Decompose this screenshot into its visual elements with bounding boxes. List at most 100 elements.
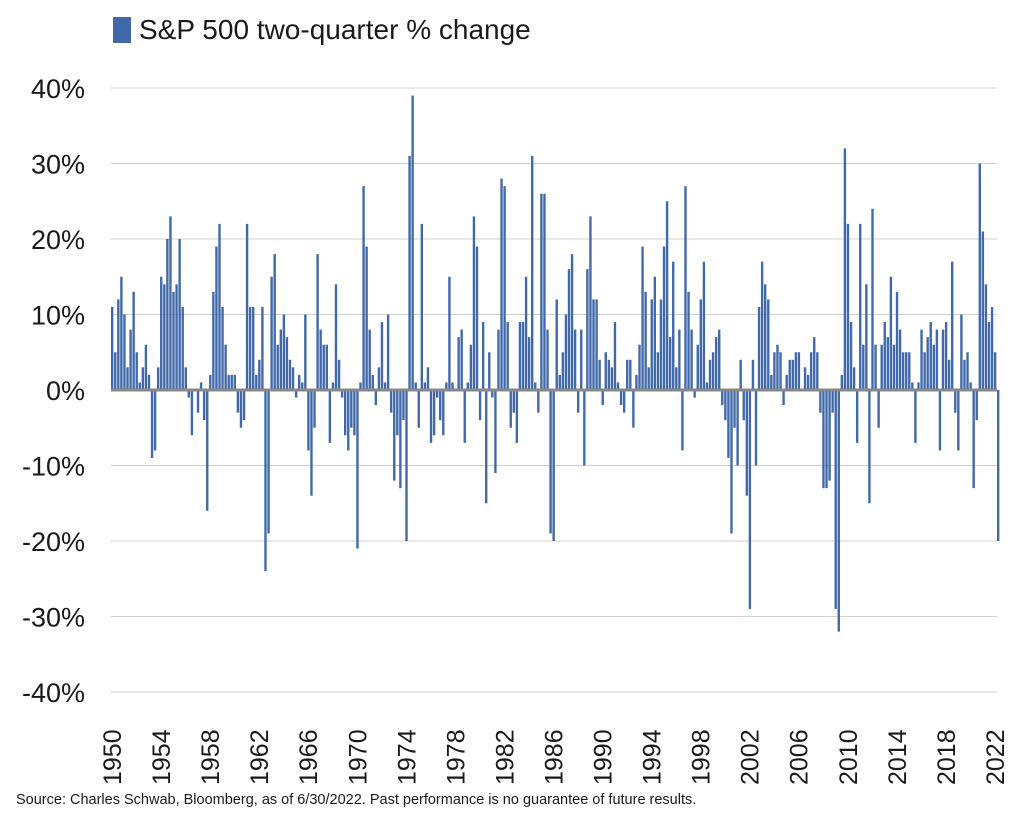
bar <box>386 314 390 390</box>
bar <box>819 390 822 413</box>
bar <box>714 337 718 390</box>
bar <box>417 390 420 428</box>
bar <box>993 352 997 390</box>
bar <box>359 382 362 390</box>
bar <box>227 374 230 390</box>
bar <box>340 390 344 398</box>
bar <box>503 186 506 390</box>
bar <box>558 374 561 390</box>
bar <box>846 223 850 390</box>
bar <box>301 382 304 390</box>
bar <box>435 390 439 398</box>
bar <box>316 254 319 390</box>
bar <box>684 186 687 390</box>
bar <box>816 352 819 390</box>
bar <box>957 390 960 451</box>
bar <box>803 367 807 390</box>
y-tick-label: -30% <box>22 603 85 633</box>
bar <box>963 359 966 390</box>
bar <box>481 322 485 390</box>
bar <box>665 201 669 390</box>
bar <box>396 390 399 436</box>
y-tick-label: 0% <box>46 376 85 406</box>
bar <box>898 329 902 390</box>
bar <box>147 374 151 390</box>
bar <box>337 359 341 390</box>
bar <box>426 367 430 390</box>
y-tick-label: 30% <box>31 150 85 180</box>
bar <box>745 390 748 496</box>
bar <box>592 299 595 390</box>
bar <box>294 390 298 398</box>
bar <box>313 390 316 428</box>
bar <box>926 337 929 390</box>
bar <box>432 390 436 436</box>
bar <box>552 390 555 541</box>
bar <box>773 352 776 390</box>
bar <box>920 329 923 390</box>
bar <box>604 352 607 390</box>
bar <box>730 390 733 534</box>
bar <box>132 291 135 390</box>
bar <box>230 374 233 390</box>
bar <box>172 291 175 390</box>
bar <box>215 246 218 390</box>
bar <box>672 261 675 390</box>
bar <box>380 322 384 390</box>
bar <box>576 390 580 413</box>
bar <box>969 382 972 390</box>
bar <box>567 269 571 390</box>
bar <box>748 390 752 609</box>
bar <box>264 390 267 572</box>
bar <box>356 390 359 549</box>
bar <box>865 284 868 390</box>
bar <box>368 329 371 390</box>
bar <box>954 390 957 413</box>
bar <box>218 223 221 390</box>
bar <box>675 367 678 390</box>
x-tick-label: 1950 <box>99 729 127 785</box>
bar <box>374 390 378 406</box>
bar <box>518 322 522 390</box>
bar <box>984 284 988 390</box>
bar <box>325 344 328 390</box>
bar <box>282 314 286 390</box>
bar <box>613 322 617 390</box>
x-tick-label: 1974 <box>393 729 421 785</box>
bar <box>123 314 126 390</box>
bar <box>911 382 914 390</box>
bar <box>831 390 834 413</box>
bar <box>607 359 611 390</box>
bar <box>929 322 932 390</box>
bar <box>448 276 451 390</box>
bar <box>923 352 926 390</box>
bar <box>169 216 172 390</box>
bar <box>951 261 954 390</box>
bar <box>595 299 598 390</box>
bar <box>871 208 874 390</box>
bar <box>868 390 871 504</box>
bar <box>540 193 543 390</box>
bar <box>598 359 601 390</box>
bar <box>901 352 905 390</box>
bar <box>699 299 703 390</box>
bar <box>221 306 224 390</box>
bar <box>463 390 466 443</box>
bar <box>506 322 509 390</box>
bar <box>472 216 476 390</box>
bar <box>990 306 994 390</box>
bar <box>583 390 586 466</box>
bar <box>668 337 672 390</box>
bar <box>947 359 951 390</box>
x-tick-label: 1994 <box>639 729 667 785</box>
bar <box>405 390 408 541</box>
bar <box>877 390 880 428</box>
bar <box>494 390 497 474</box>
bar <box>932 344 936 390</box>
bar <box>619 390 623 406</box>
bar <box>960 314 963 390</box>
bar <box>966 352 969 390</box>
bar <box>589 216 592 390</box>
bar <box>199 382 203 390</box>
bar <box>938 390 942 451</box>
